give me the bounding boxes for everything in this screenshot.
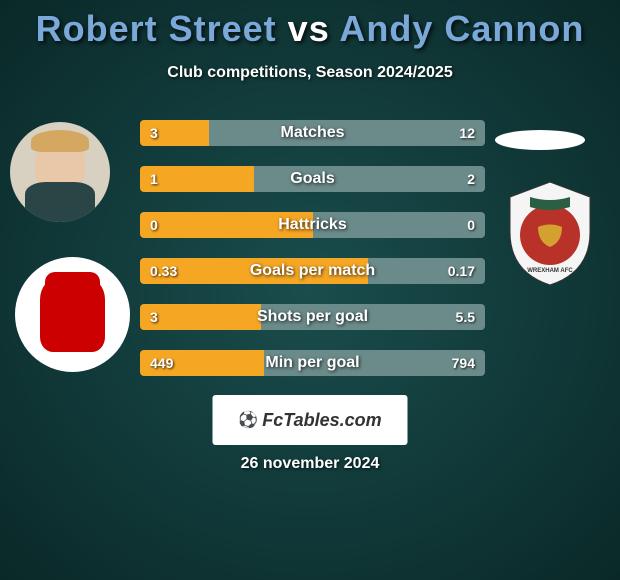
stat-value-left: 449: [150, 355, 173, 371]
source-logo-text: FcTables.com: [262, 410, 381, 431]
stat-bar-right-segment: [313, 212, 486, 238]
source-logo: FcTables.com: [213, 395, 408, 445]
title-vs: vs: [288, 8, 340, 49]
stat-value-right: 2: [467, 171, 475, 187]
stat-value-right: 794: [452, 355, 475, 371]
stat-value-left: 0.33: [150, 263, 177, 279]
stat-value-right: 5.5: [456, 309, 475, 325]
stat-value-left: 3: [150, 125, 158, 141]
stat-value-right: 0: [467, 217, 475, 233]
player-1-club-badge: [15, 257, 130, 372]
stat-bar: Min per goal449794: [140, 350, 485, 376]
avatar-body: [25, 182, 95, 222]
footer-date: 26 november 2024: [0, 455, 620, 473]
club-badge-icon: [40, 277, 105, 352]
stat-value-right: 0.17: [448, 263, 475, 279]
stat-bar-left-segment: [140, 212, 313, 238]
svg-text:WREXHAM AFC: WREXHAM AFC: [527, 268, 573, 274]
stats-container: Matches312Goals12Hattricks00Goals per ma…: [140, 120, 485, 396]
comparison-title: Robert Street vs Andy Cannon: [0, 0, 620, 50]
player-1-name: Robert Street: [36, 8, 277, 49]
stat-bar: Hattricks00: [140, 212, 485, 238]
stat-bar-left-segment: [140, 304, 261, 330]
stat-bar-right-segment: [209, 120, 485, 146]
player-2-name: Andy Cannon: [339, 8, 584, 49]
stat-bar-right-segment: [254, 166, 485, 192]
stat-bar: Goals12: [140, 166, 485, 192]
player-2-avatar: [495, 130, 585, 150]
stat-value-left: 0: [150, 217, 158, 233]
content-area: WREXHAM AFC Matches312Goals12Hattricks00…: [0, 112, 620, 392]
stat-bar: Shots per goal35.5: [140, 304, 485, 330]
player-2-club-badge: WREXHAM AFC: [500, 177, 600, 287]
player-1-avatar: [10, 122, 110, 222]
stat-bar: Matches312: [140, 120, 485, 146]
stat-value-left: 1: [150, 171, 158, 187]
stat-value-left: 3: [150, 309, 158, 325]
stat-bar: Goals per match0.330.17: [140, 258, 485, 284]
club-shield-icon: WREXHAM AFC: [500, 177, 600, 287]
stat-value-right: 12: [459, 125, 475, 141]
stat-bar-right-segment: [261, 304, 485, 330]
subtitle: Club competitions, Season 2024/2025: [0, 64, 620, 82]
